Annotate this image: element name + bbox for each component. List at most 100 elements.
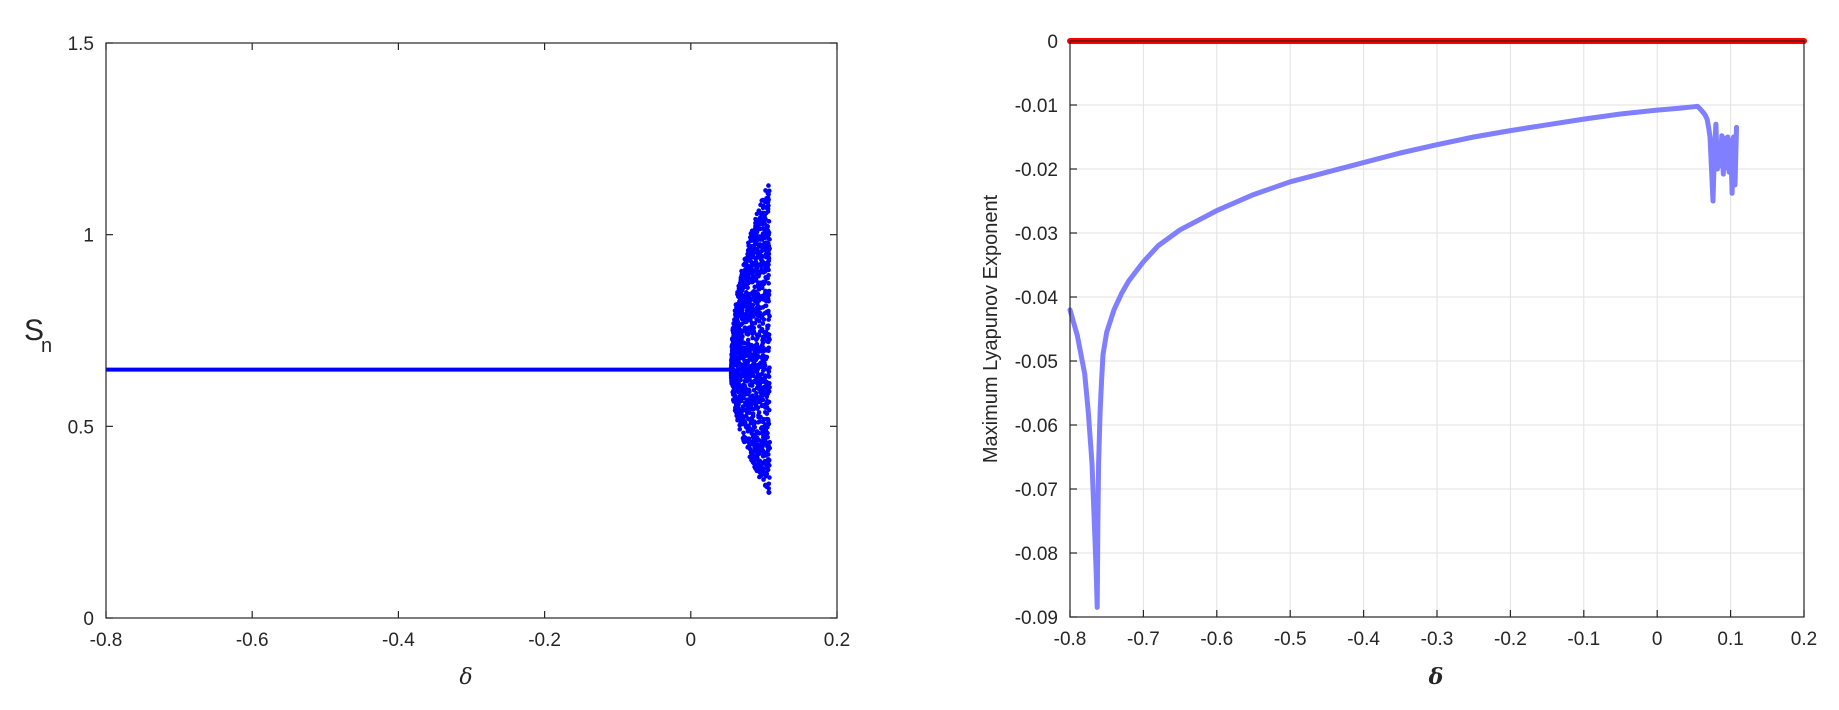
chaos-point	[765, 424, 770, 430]
chaos-point	[760, 419, 766, 425]
chaos-point	[747, 382, 753, 388]
chaos-point	[765, 417, 771, 422]
y-tick-label: -0.09	[1015, 608, 1058, 629]
chaos-point	[750, 329, 756, 335]
chaos-point	[742, 319, 748, 324]
chaos-point	[750, 411, 756, 417]
chaos-point	[743, 377, 749, 382]
chaos-point	[736, 283, 742, 289]
chaos-point	[763, 279, 768, 284]
chaos-point	[763, 434, 769, 439]
chaos-point	[754, 446, 760, 452]
chaos-point	[759, 237, 765, 242]
chaos-point	[762, 330, 767, 335]
chaos-point	[756, 398, 761, 403]
chaos-point	[756, 318, 762, 324]
chaos-point	[752, 397, 757, 403]
chaos-point	[751, 387, 757, 393]
y-tick-label: 0	[83, 609, 94, 630]
chaos-point	[765, 209, 771, 214]
y-tick-label: 0.5	[68, 417, 94, 438]
chaos-point	[762, 210, 767, 216]
chaos-point	[765, 235, 771, 241]
chaos-point	[745, 425, 751, 431]
chaos-point	[767, 384, 772, 390]
chaos-point	[729, 355, 735, 361]
y-axis-label-right: Maximum Lyapunov Exponent	[980, 194, 1002, 463]
chaos-point	[752, 284, 758, 290]
chaos-point	[761, 345, 766, 351]
chaos-point	[753, 463, 759, 469]
y-tick-label: -0.02	[1015, 160, 1058, 181]
chaos-point	[755, 353, 761, 359]
chaos-point	[744, 341, 750, 347]
chaos-point	[758, 348, 764, 354]
chaos-point	[761, 317, 767, 322]
chaos-point	[749, 406, 754, 411]
chaos-point	[758, 390, 764, 396]
chaos-point	[745, 332, 751, 337]
chaos-point	[745, 268, 750, 274]
chaos-point	[751, 269, 757, 275]
chaos-point	[754, 376, 759, 381]
y-tick-label: -0.04	[1015, 288, 1059, 309]
chaos-point	[754, 237, 760, 243]
chaos-point	[742, 294, 748, 299]
chaos-point	[732, 311, 738, 317]
chaos-point	[746, 243, 751, 249]
chaos-point	[760, 453, 766, 459]
chaos-point	[763, 275, 768, 280]
chaos-point	[733, 402, 739, 408]
chaos-point	[728, 366, 734, 371]
chaos-point	[738, 290, 744, 296]
chaos-point	[737, 426, 743, 432]
chaos-point	[753, 456, 759, 462]
chaos-point	[751, 438, 756, 443]
chaos-point	[742, 364, 748, 369]
chaos-point	[766, 308, 771, 314]
chaos-point	[765, 199, 771, 205]
chaos-point	[766, 399, 772, 405]
chaos-point	[760, 337, 765, 343]
chaos-point	[761, 297, 767, 302]
chaos-point	[756, 287, 762, 292]
y-tick-label: -0.01	[1015, 96, 1058, 117]
chaos-point	[747, 316, 753, 322]
chaos-point	[738, 362, 744, 368]
chaos-point	[742, 300, 748, 305]
x-tick-label: -0.6	[236, 630, 269, 651]
y-tick-label: -0.06	[1015, 416, 1058, 437]
chaos-point	[738, 352, 743, 357]
chaos-point	[760, 231, 766, 236]
chaos-point	[750, 460, 756, 465]
chaos-point	[730, 345, 735, 351]
chaos-point	[730, 336, 735, 341]
chaos-point	[750, 279, 755, 285]
chaos-point	[760, 321, 766, 326]
chaos-point	[742, 359, 748, 364]
chaos-point	[759, 257, 764, 263]
chaos-point	[764, 379, 769, 385]
x-tick-label: -0.3	[1421, 629, 1454, 650]
chaos-point	[754, 429, 760, 434]
chaos-point	[743, 436, 749, 441]
chaos-point	[767, 475, 772, 480]
chaos-point	[747, 296, 753, 302]
chaos-point	[745, 251, 750, 257]
chaos-point	[742, 392, 748, 397]
chaos-point	[765, 457, 771, 462]
chaos-point	[747, 389, 752, 395]
x-tick-label: -0.8	[1054, 629, 1087, 650]
y-tick-label: 1.5	[68, 34, 94, 55]
x-tick-label: 0.1	[1717, 629, 1743, 650]
chaos-point	[748, 258, 753, 263]
chaos-point	[750, 302, 756, 308]
chaos-point	[763, 373, 768, 378]
chaos-point	[765, 224, 770, 229]
chaos-point	[762, 471, 767, 477]
x-tick-label: -0.5	[1274, 629, 1307, 650]
chaos-point	[765, 191, 771, 196]
chaos-point	[750, 393, 755, 399]
chaos-point	[747, 300, 752, 306]
chaos-point	[735, 408, 741, 414]
